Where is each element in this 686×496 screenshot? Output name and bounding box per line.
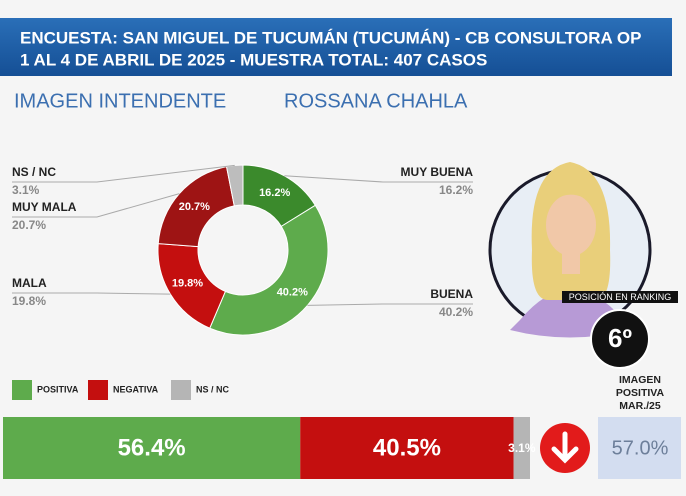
header-line: 1 AL 4 DE ABRIL DE 2025 - MUESTRA TOTAL:… (20, 50, 487, 69)
donut-slice (209, 204, 329, 336)
bar-segment (300, 417, 514, 479)
header-band (0, 18, 672, 76)
previous-title: POSITIVA (616, 387, 665, 399)
leader-line (12, 292, 171, 295)
ranking-badge (590, 309, 650, 369)
bar-segment (3, 417, 301, 479)
leader-line (284, 175, 473, 183)
person-name: ROSSANA CHAHLA (284, 90, 468, 112)
leader-line (12, 164, 235, 183)
bar-label: 56.4% (118, 434, 186, 461)
topic: IMAGEN INTENDENTE (14, 90, 226, 112)
ranking-band (562, 291, 678, 303)
legend-label: NS / NC (196, 384, 230, 394)
legend-swatch (12, 380, 32, 400)
slice-value: 40.2% (439, 305, 473, 319)
slice-value: 16.2% (439, 183, 473, 197)
legend-label: NEGATIVA (113, 384, 159, 394)
leader-line (307, 303, 473, 306)
slice-value: 3.1% (12, 183, 40, 197)
leader-line (12, 193, 180, 218)
slice-label: 19.8% (172, 278, 203, 290)
ranking-value: 6º (608, 323, 632, 353)
slice-name: BUENA (430, 287, 473, 301)
slice-name: MUY MALA (12, 200, 77, 214)
previous-value: 57.0% (612, 437, 669, 459)
slice-label: 20.7% (179, 201, 210, 213)
slice-label: 40.2% (277, 286, 308, 298)
bar-segment (513, 417, 530, 479)
slice-label: 16.2% (259, 187, 290, 199)
slice-value: 20.7% (12, 218, 46, 232)
slice-value: 19.8% (12, 294, 46, 308)
previous-title: MAR./25 (619, 400, 661, 412)
down-arrow (551, 431, 579, 464)
header-line: ENCUESTA: SAN MIGUEL DE TUCUMÁN (TUCUMÁN… (20, 28, 641, 47)
bar-label: 40.5% (373, 434, 441, 461)
previous-title: IMAGEN (619, 374, 661, 386)
slice-name: MUY BUENA (401, 165, 474, 179)
previous-box (598, 417, 681, 479)
legend-swatch (171, 380, 191, 400)
ranking-label: POSICIÓN EN RANKING (569, 292, 672, 302)
legend-swatch (88, 380, 108, 400)
bar-label: 3.1% (508, 441, 536, 455)
slice-name: MALA (12, 276, 47, 290)
slice-name: NS / NC (12, 165, 56, 179)
legend-label: POSITIVA (37, 384, 79, 394)
